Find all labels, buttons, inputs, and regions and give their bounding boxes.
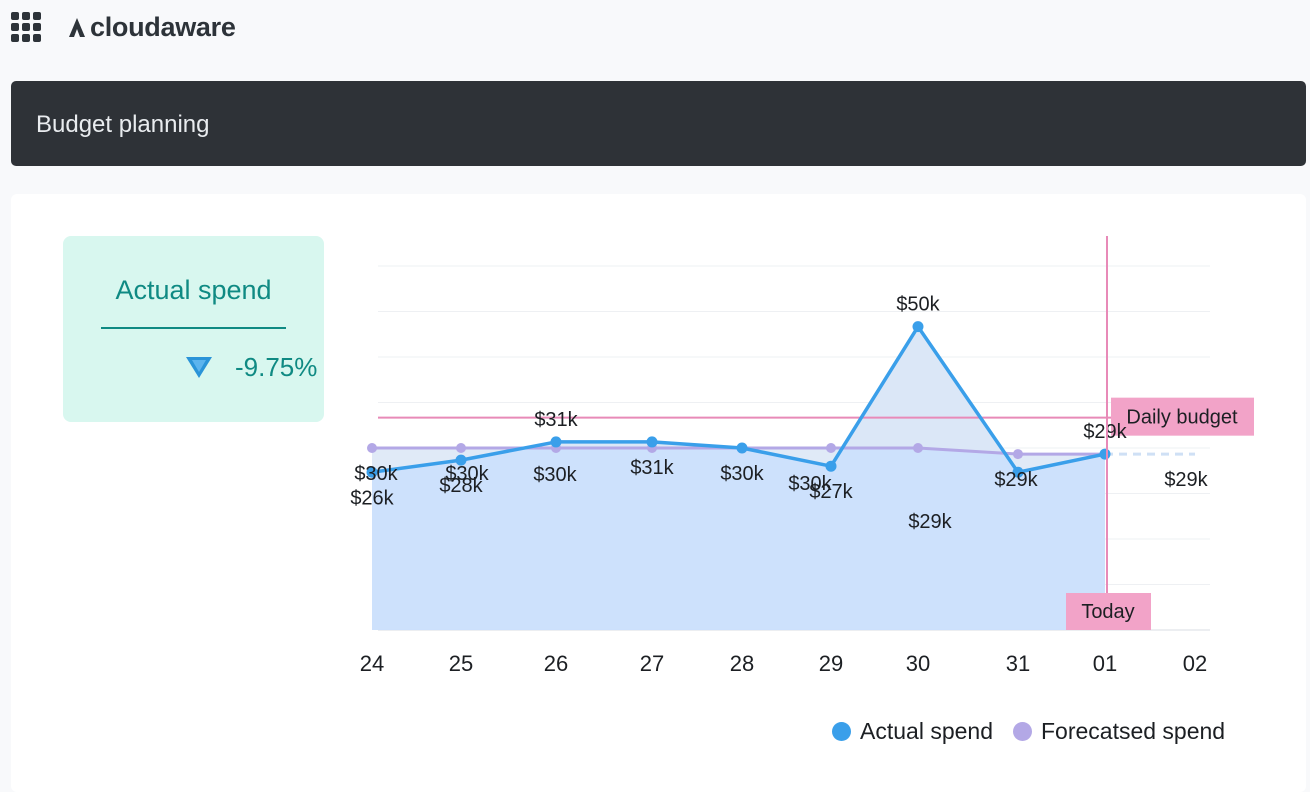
cloudaware-logo-mark [69,18,85,37]
x-tick-label: 31 [1006,651,1030,676]
kpi-title: Actual spend [115,275,272,305]
x-tick-label: 29 [819,651,843,676]
actual-point [1012,466,1024,478]
x-tick-label: 24 [360,651,384,676]
point-layer [366,321,1111,478]
today-label: Today [1081,601,1134,623]
page-title: Budget planning [36,111,210,138]
forecast-value-label: $30k [354,463,398,485]
forecast-value-label: $30k [533,464,577,486]
forecast-point [1013,449,1023,460]
kpi-divider [101,327,286,329]
x-tick-label: 01 [1093,651,1117,676]
actual-point [366,466,378,478]
app-grid-icon[interactable] [11,12,41,42]
spend-line-chart: Daily budget $26k$28k$31k$31k $30k$27k$50… [350,236,1254,676]
forecast-value-label: $29k [908,511,952,533]
daily-budget-label: Daily budget [1126,407,1238,429]
today-badge [1066,593,1151,630]
chart-legend: Actual spend Forecatsed spend [832,718,1225,745]
x-tick-label: 02 [1183,651,1207,676]
daily-budget-badge [1111,397,1254,436]
actual-value-label: $30k [720,463,764,485]
top-bar: cloudaware [0,0,1310,56]
variance-band [372,326,1105,473]
legend-dot-forecast [1012,722,1032,741]
legend-item-forecast[interactable]: Forecatsed spend [1012,718,1226,745]
actual-point [550,436,562,448]
data-label-layer: $26k$28k$31k$31k $30k$27k$50k$29k$30k $30k… [350,294,1208,533]
x-axis: 24 25 26 27 28 29 30 31 01 02 [360,651,1207,676]
forecast-value-label: $29k [994,469,1038,491]
x-tick-label: 30 [906,651,930,676]
budget-layer: Daily budget [378,397,1254,436]
forecast-value-label: $29k [1164,469,1208,491]
actual-value-label: $27k [809,481,853,503]
legend-label-forecast: Forecatsed spend [1040,718,1226,744]
actual-value-label: $26k [350,487,394,509]
x-tick-label: 27 [640,651,664,676]
legend-dot-actual [832,722,851,741]
actual-value-label: $50k [896,294,940,316]
x-tick-label: 26 [544,651,568,676]
actual-point [912,321,924,333]
actual-point [736,442,748,454]
forecast-value-label: $30k [445,463,489,485]
legend-item-actual[interactable]: Actual spend [832,718,993,745]
actual-value-label: $31k [534,409,578,431]
actual-point [1099,448,1111,460]
actual-value-label: $29k [1083,421,1127,443]
forecast-point [367,443,377,453]
today-layer: Today [1066,236,1151,630]
actual-spend-kpi-card: Actual spend -9.75% [63,236,324,422]
x-tick-label: 28 [730,651,754,676]
cloudaware-logo[interactable]: cloudaware [66,11,236,43]
brand-name: cloudaware [90,12,236,42]
triangle-down-icon [186,357,212,378]
page-header: Budget planning [11,81,1306,166]
forecast-point [913,443,923,453]
actual-point [646,436,658,448]
legend-label-actual: Actual spend [860,718,993,744]
kpi-value: -9.75% [235,352,318,382]
actual-value-label: $31k [630,457,674,479]
forecast-point [826,443,836,453]
forecast-value-label: $30k [788,473,832,495]
area-layer [372,326,1105,630]
actual-point [825,460,837,472]
actual-value-label: $28k [439,475,483,497]
forecast-point [456,443,466,453]
x-tick-label: 25 [449,651,473,676]
actual-point [455,454,467,466]
